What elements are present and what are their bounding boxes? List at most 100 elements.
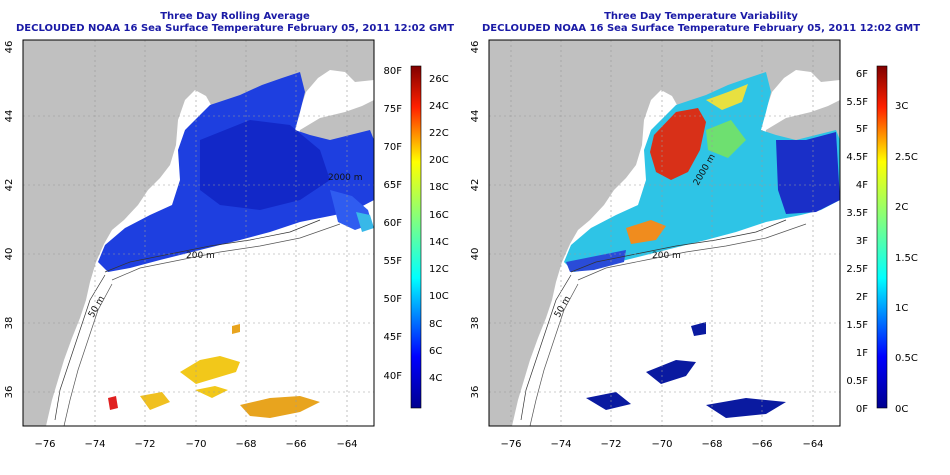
colorbar-f-label: 3.5F [846, 208, 868, 219]
colorbar-c-label: 16C [429, 210, 449, 221]
x-tick-label: −64 [802, 439, 823, 450]
x-tick-label: −68 [235, 439, 256, 450]
colorbar-c-labels: 3C 2.5C 2C 1.5C 1C 0.5C 0C [895, 101, 918, 415]
y-tick-label: 44 [4, 110, 15, 123]
x-axis: −76 −74 −72 −70 −68 −66 −64 [500, 439, 823, 450]
bathymetry-contour [520, 219, 787, 421]
colorbar-f-label: 5F [856, 124, 868, 135]
colorbar-f-label: 65F [384, 180, 403, 191]
colorbar-f-label: 80F [384, 66, 403, 77]
x-tick-label: −76 [34, 439, 55, 450]
x-tick-label: −76 [500, 439, 521, 450]
colorbar-c-label: 14C [429, 237, 449, 248]
colorbar [876, 65, 888, 409]
colorbar-f-label: 55F [384, 256, 403, 267]
sst-water-deep [200, 120, 330, 210]
x-tick-label: −74 [84, 439, 105, 450]
panel-subtitle: DECLOUDED NOAA 16 Sea Surface Temperatur… [481, 23, 921, 34]
colorbar-c-label: 1C [895, 303, 908, 314]
map-frame [488, 39, 841, 427]
colorbar-c-label: 22C [429, 128, 449, 139]
x-tick-label: −64 [336, 439, 357, 450]
variability-high-red [650, 108, 706, 180]
variability-yellow [706, 84, 748, 110]
colorbar-f-label: 2.5F [846, 264, 868, 275]
colorbar-c-label: 8C [429, 319, 442, 330]
variability-edge-blue [776, 132, 840, 214]
y-tick-label: 38 [4, 317, 15, 330]
colorbar-f-label: 40F [384, 371, 403, 382]
panel-rolling-average: Three Day Rolling Average DECLOUDED NOAA… [0, 0, 470, 475]
x-tick-label: −66 [285, 439, 306, 450]
panel-subtitle: DECLOUDED NOAA 16 Sea Surface Temperatur… [15, 23, 455, 34]
y-tick-label: 42 [4, 179, 15, 192]
x-tick-label: −74 [550, 439, 571, 450]
bathymetry-contour [54, 219, 321, 421]
colorbar-f-label: 1.5F [846, 320, 868, 331]
colorbar-c-label: 2C [895, 202, 908, 213]
colorbar-f-label: 0.5F [846, 376, 868, 387]
y-tick-label: 36 [470, 386, 481, 399]
colorbar-c-label: 0.5C [895, 353, 918, 364]
map-temperature-variability: 200 m 2000 m 50 m −76 −74 −72 −70 −68 −6… [470, 39, 918, 450]
colorbar-f-label: 6F [856, 69, 868, 80]
x-tick-label: −72 [600, 439, 621, 450]
sst-patch-red [108, 396, 118, 410]
x-tick-label: −72 [134, 439, 155, 450]
sst-water-teal [356, 212, 374, 232]
panel-title: Three Day Rolling Average [160, 11, 310, 22]
sst-patch-warm-2 [240, 396, 320, 418]
colorbar-f-label: 60F [384, 218, 403, 229]
colorbar-f-label: 0F [856, 404, 868, 415]
colorbar-c-label: 12C [429, 264, 449, 275]
x-tick-label: −68 [701, 439, 722, 450]
y-tick-label: 46 [4, 41, 15, 54]
bathymetry-contour-deep [63, 223, 341, 426]
sst-patch-warm-5 [195, 386, 228, 398]
sst-patch-warm-4 [232, 324, 240, 334]
colorbar-f-label: 3F [856, 236, 868, 247]
x-tick-label: −70 [651, 439, 672, 450]
variability-orange [626, 220, 666, 244]
y-axis: 46 44 42 40 38 36 [470, 41, 481, 399]
map-frame [22, 39, 375, 427]
y-tick-label: 44 [470, 110, 481, 123]
panel-title: Three Day Temperature Variability [604, 11, 798, 22]
x-axis: −76 −74 −72 −70 −68 −66 −64 [34, 439, 357, 450]
colorbar-f-labels: 6F 5.5F 5F 4.5F 4F 3.5F 3F 2.5F 2F 1.5F … [846, 69, 868, 415]
contour-label: 2000 m [328, 173, 363, 183]
colorbar-f-label: 4F [856, 180, 868, 191]
variability-water-base [564, 72, 840, 272]
map-rolling-average: 200 m 2000 m 50 m −76 −74 −72 −70 −68 −6… [4, 39, 449, 450]
colorbar-c-label: 26C [429, 74, 449, 85]
colorbar-f-label: 4.5F [846, 152, 868, 163]
sst-patch-warm-3 [140, 392, 170, 410]
colorbar-f-label: 45F [384, 332, 403, 343]
colorbar-c-label: 3C [895, 101, 908, 112]
variability-green [706, 120, 746, 158]
contour-label: 200 m [652, 251, 681, 261]
colorbar-c-label: 0C [895, 404, 908, 415]
grid-lines [23, 40, 374, 426]
grid-lines [489, 40, 840, 426]
x-tick-label: −70 [185, 439, 206, 450]
colorbar [410, 65, 422, 409]
y-tick-label: 46 [470, 41, 481, 54]
y-axis: 46 44 42 40 38 36 [4, 41, 15, 399]
y-tick-label: 40 [470, 248, 481, 261]
y-tick-label: 42 [470, 179, 481, 192]
colorbar-c-label: 18C [429, 182, 449, 193]
variability-offshore-specks [586, 322, 786, 418]
colorbar-f-label: 5.5F [846, 97, 868, 108]
colorbar-c-label: 10C [429, 291, 449, 302]
sst-patch-warm-1 [180, 356, 240, 384]
colorbar-f-label: 75F [384, 104, 403, 115]
y-tick-label: 36 [4, 386, 15, 399]
colorbar-f-label: 1F [856, 348, 868, 359]
x-tick-label: −66 [751, 439, 772, 450]
colorbar-c-labels: 26C 24C 22C 20C 18C 16C 14C 12C 10C 8C 6… [429, 74, 449, 384]
colorbar-c-label: 1.5C [895, 253, 918, 264]
colorbar-c-label: 2.5C [895, 152, 918, 163]
contour-label: 200 m [186, 251, 215, 261]
y-tick-label: 38 [470, 317, 481, 330]
